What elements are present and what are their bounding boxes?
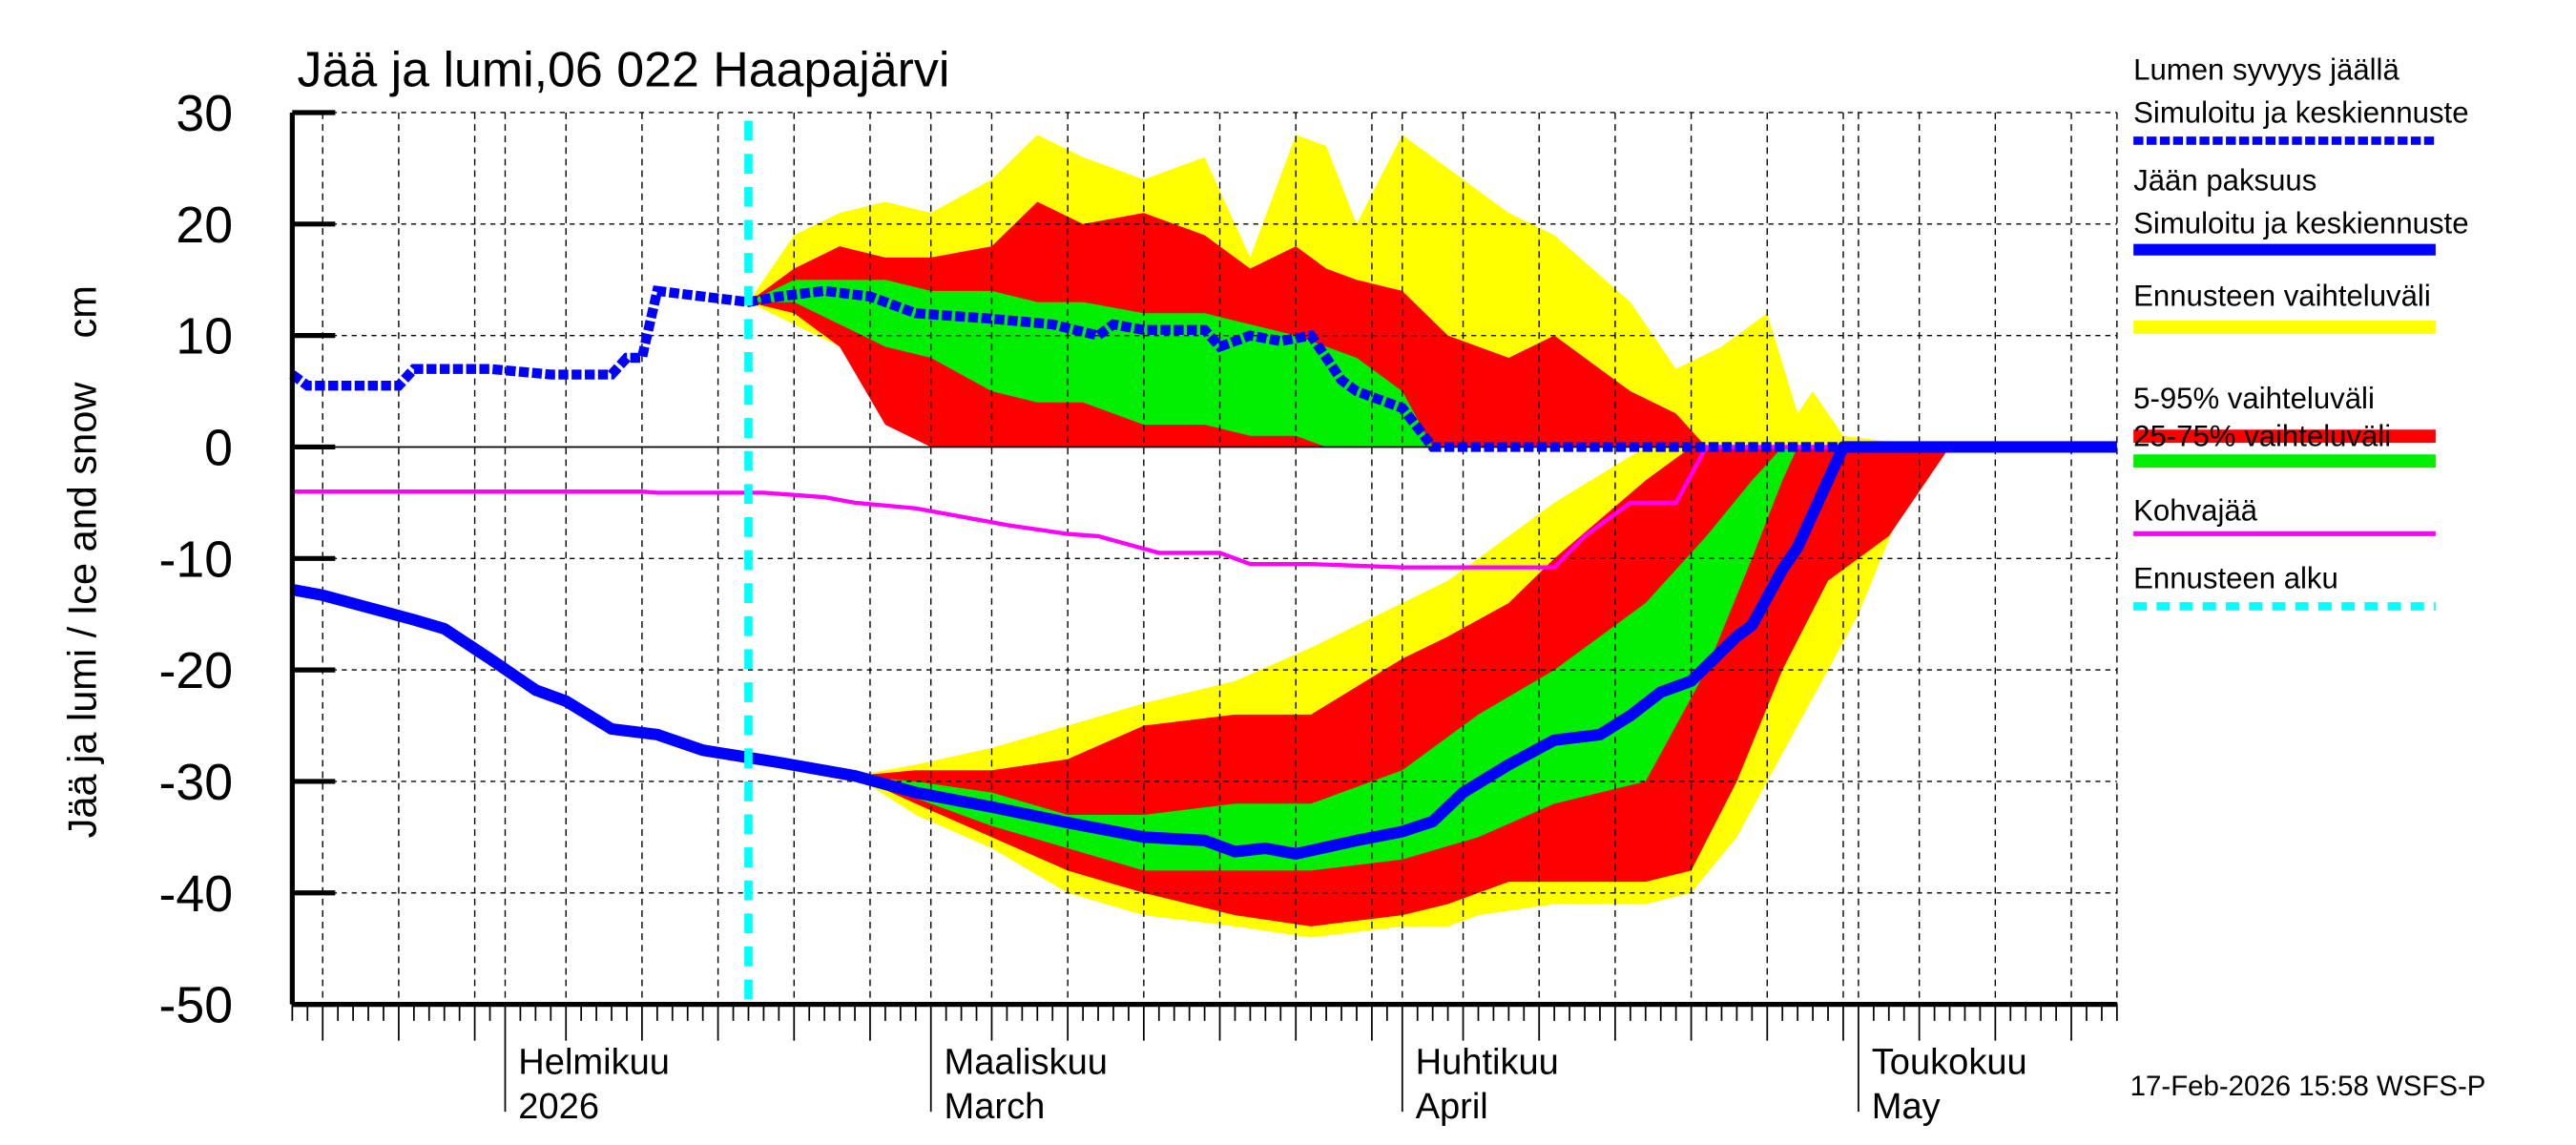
- y-axis-label: Jää ja lumi / Ice and snow cm: [59, 285, 104, 838]
- y-tick-label: 20: [176, 197, 233, 254]
- legend-label: 5-95% vaihteluväli: [2133, 382, 2375, 415]
- ice-thickness-line: [291, 441, 2117, 860]
- month-label-fi: Huhtikuu: [1416, 1042, 1559, 1082]
- legend-label: Lumen syvyys jäällä: [2133, 52, 2399, 86]
- y-tick-label: -50: [159, 977, 234, 1034]
- legend-label: Ennusteen alku: [2133, 561, 2338, 594]
- grid: [292, 112, 2118, 1005]
- y-tick-label: -10: [159, 531, 234, 588]
- snow-depth-line: [289, 285, 2117, 452]
- y-tick-label: 0: [204, 420, 233, 477]
- legend-label: Jään paksuus: [2133, 163, 2316, 197]
- band-ice-5-95: [855, 447, 1950, 926]
- month-label-fi: Maaliskuu: [945, 1042, 1108, 1082]
- band-snow-25-75: [748, 280, 1433, 448]
- month-label-fi: Toukokuu: [1872, 1042, 2027, 1082]
- legend-label: Simuloitu ja keskiennuste: [2133, 95, 2468, 129]
- slush-ice-line: [292, 445, 2117, 570]
- month-label-en: May: [1872, 1087, 1941, 1127]
- chart-title: Jää ja lumi,06 022 Haapajärvi: [298, 42, 950, 97]
- axes: 30 20 10 0 -10 -20 -30 -40 -50 Helmikuu 2026 Maalis…: [159, 85, 2118, 1127]
- legend-label: Kohvajää: [2133, 493, 2258, 527]
- y-tick-label: 30: [176, 85, 233, 142]
- month-label-en: 2026: [518, 1087, 599, 1127]
- legend-label: Ennusteen vaihteluväli: [2133, 279, 2431, 312]
- band-ice-25-75: [855, 447, 1798, 871]
- legend: Lumen syvyys jäällä Simuloitu ja keskienn…: [2133, 52, 2469, 611]
- month-label-fi: Helmikuu: [518, 1042, 670, 1082]
- legend-label: Simuloitu ja keskiennuste: [2133, 206, 2468, 239]
- forecast-bands: [748, 135, 1950, 938]
- month-label-en: March: [945, 1087, 1046, 1127]
- y-tick-label: -40: [159, 865, 234, 923]
- month-label-en: April: [1416, 1087, 1488, 1127]
- series-lines: [289, 120, 2117, 1005]
- footer-timestamp: 17-Feb-2026 15:58 WSFS-P: [2130, 1071, 2486, 1102]
- y-tick-label: 10: [176, 308, 233, 365]
- y-tick-label: -30: [159, 754, 234, 811]
- y-tick-label: -20: [159, 642, 234, 699]
- legend-label: 25-75% vaihteluväli: [2133, 420, 2391, 453]
